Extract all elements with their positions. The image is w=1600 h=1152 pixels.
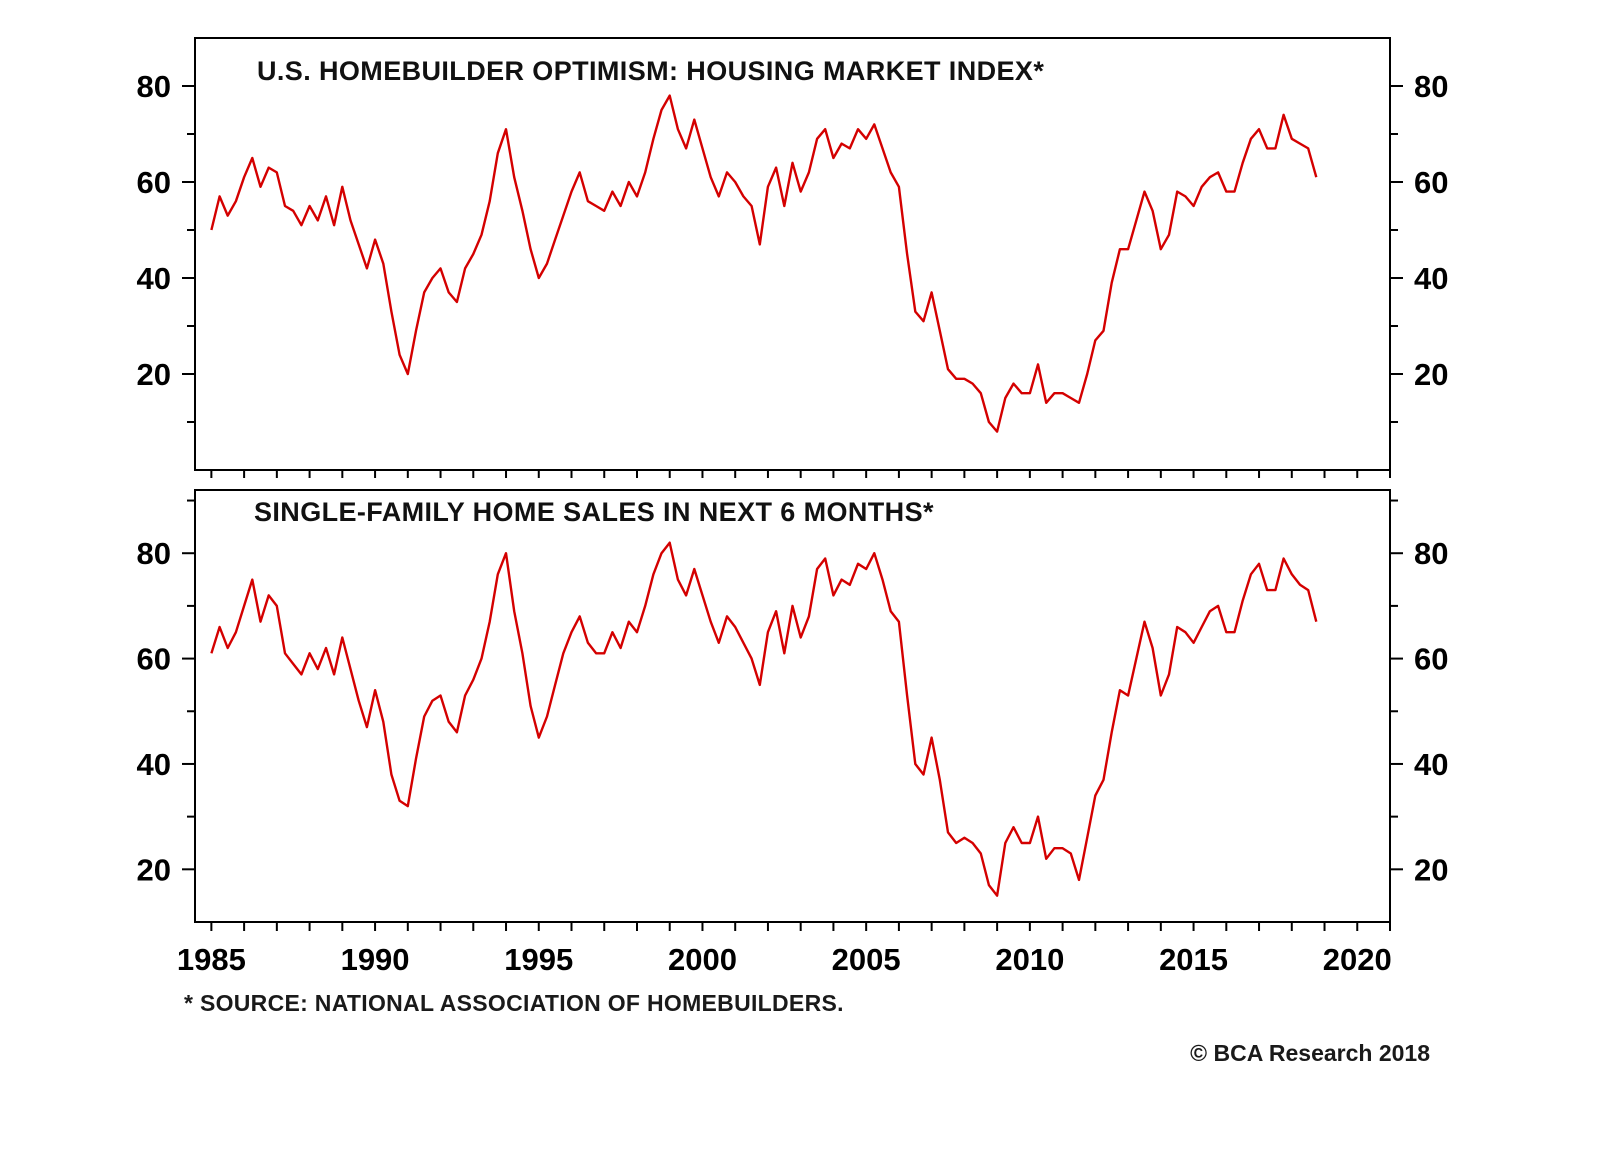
y-axis-label-left: 80 (137, 536, 171, 571)
series-line (210, 94, 1318, 433)
y-axis-label-right: 40 (1414, 261, 1448, 296)
y-axis-label-right: 40 (1414, 747, 1448, 782)
x-axis-label: 1990 (341, 942, 410, 977)
x-axis-label: 2020 (1323, 942, 1392, 977)
x-axis-label: 2015 (1159, 942, 1228, 977)
hmi-chart-canvas: 20 20 40 40 60 60 80 80 (137, 37, 1448, 478)
y-axis-label-left: 60 (137, 642, 171, 677)
y-axis-label-left: 40 (137, 747, 171, 782)
series-line (210, 541, 1318, 897)
source-footnote: * SOURCE: NATIONAL ASSOCIATION OF HOMEBU… (184, 990, 844, 1016)
y-axis-label-right: 20 (1414, 357, 1448, 392)
x-axis-label: 2000 (668, 942, 737, 977)
plot-frame (194, 489, 1391, 923)
sales-chart-title: SINGLE-FAMILY HOME SALES IN NEXT 6 MONTH… (254, 497, 934, 527)
hmi-chart-title: U.S. HOMEBUILDER OPTIMISM: HOUSING MARKE… (257, 56, 1045, 86)
y-axis-label-right: 60 (1414, 165, 1448, 200)
plot-frame (194, 37, 1391, 471)
x-axis-label: 2005 (832, 942, 901, 977)
y-axis-label-right: 60 (1414, 642, 1448, 677)
copyright-note: © BCA Research 2018 (1190, 1040, 1430, 1066)
x-axis-label: 1985 (177, 942, 246, 977)
y-axis-label-right: 80 (1414, 69, 1448, 104)
y-axis-label-left: 80 (137, 69, 171, 104)
y-axis-label-right: 20 (1414, 852, 1448, 887)
x-axis-label: 2010 (995, 942, 1064, 977)
y-axis-label-right: 80 (1414, 536, 1448, 571)
y-axis-label-left: 40 (137, 261, 171, 296)
x-axis-label: 1995 (504, 942, 573, 977)
y-axis-label-left: 20 (137, 852, 171, 887)
y-axis-label-left: 60 (137, 165, 171, 200)
y-axis-label-left: 20 (137, 357, 171, 392)
